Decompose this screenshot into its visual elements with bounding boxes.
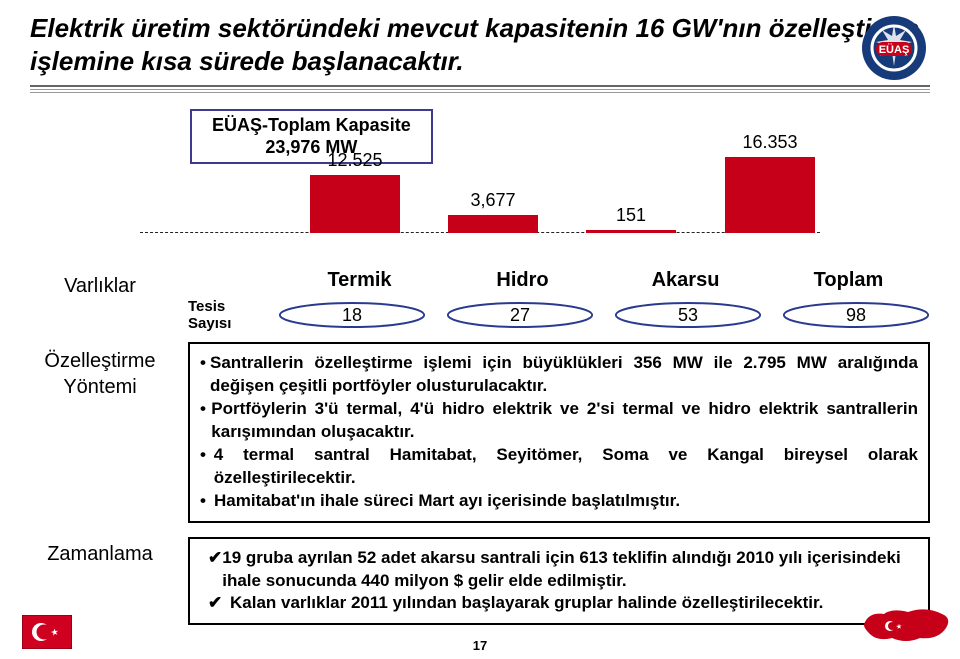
table-headers: Termik Hidro Akarsu Toplam (188, 269, 930, 292)
chart-box-label: EÜAŞ-Toplam Kapasite 23,976 MW (190, 109, 433, 164)
cell-toplam: 98 (782, 301, 930, 329)
method-row: Özelleştirme Yöntemi •Santrallerin özell… (30, 344, 930, 523)
timing-box: ✔19 gruba ayrılan 52 adet akarsu santral… (188, 537, 930, 626)
header-toplam: Toplam (767, 269, 930, 292)
cell-termik: 18 (278, 301, 426, 329)
divider (30, 85, 930, 93)
check-icon: ✔ (208, 547, 222, 593)
bar-label-1: 3,677 (470, 190, 515, 215)
header-akarsu: Akarsu (604, 269, 767, 292)
bar-termik: 12.525 (310, 175, 400, 233)
method-bullet-1: Portföylerin 3'ü termal, 4'ü hidro elekt… (211, 398, 918, 444)
svg-text:EÜAŞ: EÜAŞ (879, 43, 910, 56)
bar-akarsu: 151 (586, 230, 676, 233)
turkish-flag-icon (22, 615, 72, 649)
method-box: •Santrallerin özelleştirme işlemi için b… (188, 342, 930, 523)
method-side-label: Özelleştirme Yöntemi (30, 344, 170, 400)
table-row: Tesis Sayısı 18 27 53 (188, 298, 930, 332)
page-title: Elektrik üretim sektöründeki mevcut kapa… (30, 12, 930, 77)
timing-item-1: Kalan varlıklar 2011 yılından başlayarak… (230, 592, 823, 615)
timing-side-label: Zamanlama (30, 537, 170, 567)
assets-side-label: Varlıklar (30, 269, 170, 299)
check-icon: ✔ (208, 592, 230, 615)
method-bullet-3: Hamitabat'ın ihale süreci Mart ayı içeri… (214, 490, 680, 513)
cell-akarsu: 53 (614, 301, 762, 329)
method-bullet-2: 4 termal santral Hamitabat, Seyitömer, S… (214, 444, 918, 490)
page-number: 17 (473, 638, 487, 653)
chart-box-line1: EÜAŞ-Toplam Kapasite (212, 115, 411, 135)
capacity-chart: EÜAŞ-Toplam Kapasite 23,976 MW 12.525 3,… (140, 109, 820, 249)
header-hidro: Hidro (441, 269, 604, 292)
assets-row: Varlıklar Termik Hidro Akarsu Toplam Tes… (30, 269, 930, 338)
header-termik: Termik (278, 269, 441, 292)
row-label: Tesis Sayısı (188, 298, 278, 332)
bar-label-3: 16.353 (742, 132, 797, 157)
logo-euas: EÜAŞ (856, 10, 932, 86)
cell-hidro: 27 (446, 301, 594, 329)
turkey-map-icon (862, 604, 952, 651)
bar-label-2: 151 (616, 205, 646, 230)
bar-hidro: 3,677 (448, 215, 538, 233)
timing-item-0: 19 gruba ayrılan 52 adet akarsu santrali… (222, 547, 916, 593)
method-bullet-0: Santrallerin özelleştirme işlemi için bü… (210, 352, 918, 398)
bar-toplam: 16.353 (725, 157, 815, 233)
timing-row: Zamanlama ✔19 gruba ayrılan 52 adet akar… (30, 537, 930, 626)
bar-label-0: 12.525 (327, 150, 382, 175)
